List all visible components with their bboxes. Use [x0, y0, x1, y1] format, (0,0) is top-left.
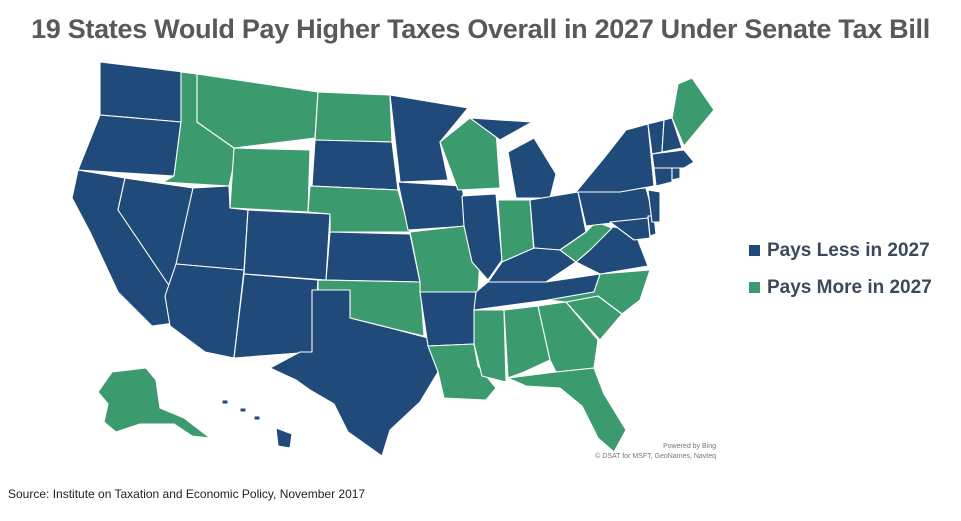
state-fl [507, 367, 627, 453]
state-nd [314, 91, 393, 143]
state-mn [389, 94, 469, 183]
state-ak [97, 367, 211, 439]
state-ny [575, 123, 655, 193]
legend-item-pays-less: Pays Less in 2027 [749, 232, 932, 269]
state-wi [439, 117, 501, 191]
legend-swatch-pays-less [749, 245, 760, 256]
state-co [243, 209, 331, 281]
state-mi [469, 117, 557, 199]
state-me [671, 77, 715, 147]
state-sd [311, 139, 399, 191]
state-az [164, 263, 245, 359]
map-legend: Pays Less in 2027 Pays More in 2027 [749, 232, 932, 306]
state-nj [647, 189, 661, 223]
state-ks [325, 231, 421, 283]
attribution-copyright: © DSAT for MSFT, GeoNames, Navteq [595, 453, 716, 460]
state-or [77, 114, 182, 177]
legend-label-pays-less: Pays Less in 2027 [767, 239, 930, 261]
state-ma [651, 149, 695, 169]
legend-item-pays-more: Pays More in 2027 [749, 269, 932, 306]
state-md [609, 217, 651, 241]
state-mt [196, 73, 319, 149]
legend-label-pays-more: Pays More in 2027 [767, 276, 932, 298]
state-tx [269, 289, 439, 457]
state-nh [661, 117, 683, 153]
state-wy [229, 147, 311, 213]
legend-swatch-pays-more [749, 282, 760, 293]
state-al [503, 305, 551, 379]
state-wa [99, 61, 184, 123]
state-hi [221, 399, 293, 449]
state-nc [547, 269, 651, 315]
state-wv [559, 221, 613, 263]
state-il [461, 193, 503, 281]
state-ct [653, 167, 673, 187]
source-note: Source: Institute on Taxation and Econom… [8, 487, 366, 501]
state-nm [233, 273, 319, 359]
attribution-powered-by: Powered by Bing [663, 443, 716, 450]
state-ms [473, 309, 507, 383]
map-title: 19 States Would Pay Higher Taxes Overall… [31, 14, 930, 44]
state-ar [419, 291, 477, 347]
